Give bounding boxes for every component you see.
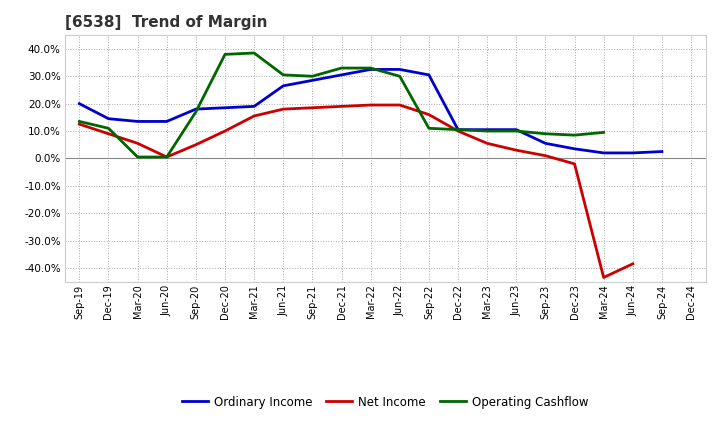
Ordinary Income bbox=[541, 141, 550, 146]
Ordinary Income bbox=[629, 150, 637, 156]
Line: Ordinary Income: Ordinary Income bbox=[79, 70, 662, 153]
Net Income bbox=[425, 112, 433, 117]
Net Income bbox=[570, 161, 579, 166]
Operating Cashflow bbox=[104, 126, 113, 131]
Ordinary Income bbox=[250, 104, 258, 109]
Net Income bbox=[279, 106, 287, 112]
Text: [6538]  Trend of Margin: [6538] Trend of Margin bbox=[65, 15, 267, 30]
Net Income bbox=[337, 104, 346, 109]
Operating Cashflow bbox=[308, 73, 317, 79]
Operating Cashflow bbox=[512, 128, 521, 134]
Net Income bbox=[104, 131, 113, 136]
Operating Cashflow bbox=[570, 132, 579, 138]
Ordinary Income bbox=[104, 116, 113, 121]
Operating Cashflow bbox=[395, 73, 404, 79]
Line: Operating Cashflow: Operating Cashflow bbox=[79, 53, 603, 157]
Ordinary Income bbox=[512, 127, 521, 132]
Net Income bbox=[220, 128, 229, 134]
Net Income bbox=[308, 105, 317, 110]
Ordinary Income bbox=[395, 67, 404, 72]
Net Income bbox=[192, 142, 200, 147]
Net Income bbox=[133, 141, 142, 146]
Operating Cashflow bbox=[425, 126, 433, 131]
Net Income bbox=[250, 114, 258, 119]
Ordinary Income bbox=[133, 119, 142, 124]
Operating Cashflow bbox=[133, 154, 142, 160]
Operating Cashflow bbox=[541, 131, 550, 136]
Operating Cashflow bbox=[337, 66, 346, 71]
Ordinary Income bbox=[657, 149, 666, 154]
Ordinary Income bbox=[75, 101, 84, 106]
Ordinary Income bbox=[308, 78, 317, 83]
Operating Cashflow bbox=[279, 72, 287, 77]
Ordinary Income bbox=[192, 106, 200, 112]
Ordinary Income bbox=[483, 127, 492, 132]
Net Income bbox=[599, 275, 608, 280]
Operating Cashflow bbox=[366, 66, 375, 71]
Net Income bbox=[629, 261, 637, 267]
Net Income bbox=[366, 103, 375, 108]
Net Income bbox=[483, 141, 492, 146]
Line: Net Income: Net Income bbox=[79, 105, 633, 278]
Operating Cashflow bbox=[599, 130, 608, 135]
Ordinary Income bbox=[279, 83, 287, 88]
Ordinary Income bbox=[599, 150, 608, 156]
Ordinary Income bbox=[163, 119, 171, 124]
Ordinary Income bbox=[220, 105, 229, 110]
Operating Cashflow bbox=[454, 127, 462, 132]
Ordinary Income bbox=[425, 72, 433, 77]
Operating Cashflow bbox=[75, 119, 84, 124]
Net Income bbox=[395, 103, 404, 108]
Ordinary Income bbox=[454, 127, 462, 132]
Operating Cashflow bbox=[192, 109, 200, 114]
Operating Cashflow bbox=[220, 52, 229, 57]
Ordinary Income bbox=[570, 146, 579, 151]
Net Income bbox=[454, 128, 462, 134]
Operating Cashflow bbox=[483, 128, 492, 134]
Net Income bbox=[512, 147, 521, 153]
Ordinary Income bbox=[366, 67, 375, 72]
Operating Cashflow bbox=[250, 50, 258, 55]
Net Income bbox=[163, 154, 171, 160]
Ordinary Income bbox=[337, 72, 346, 77]
Net Income bbox=[541, 153, 550, 158]
Operating Cashflow bbox=[163, 154, 171, 160]
Net Income bbox=[75, 121, 84, 127]
Legend: Ordinary Income, Net Income, Operating Cashflow: Ordinary Income, Net Income, Operating C… bbox=[177, 391, 593, 414]
